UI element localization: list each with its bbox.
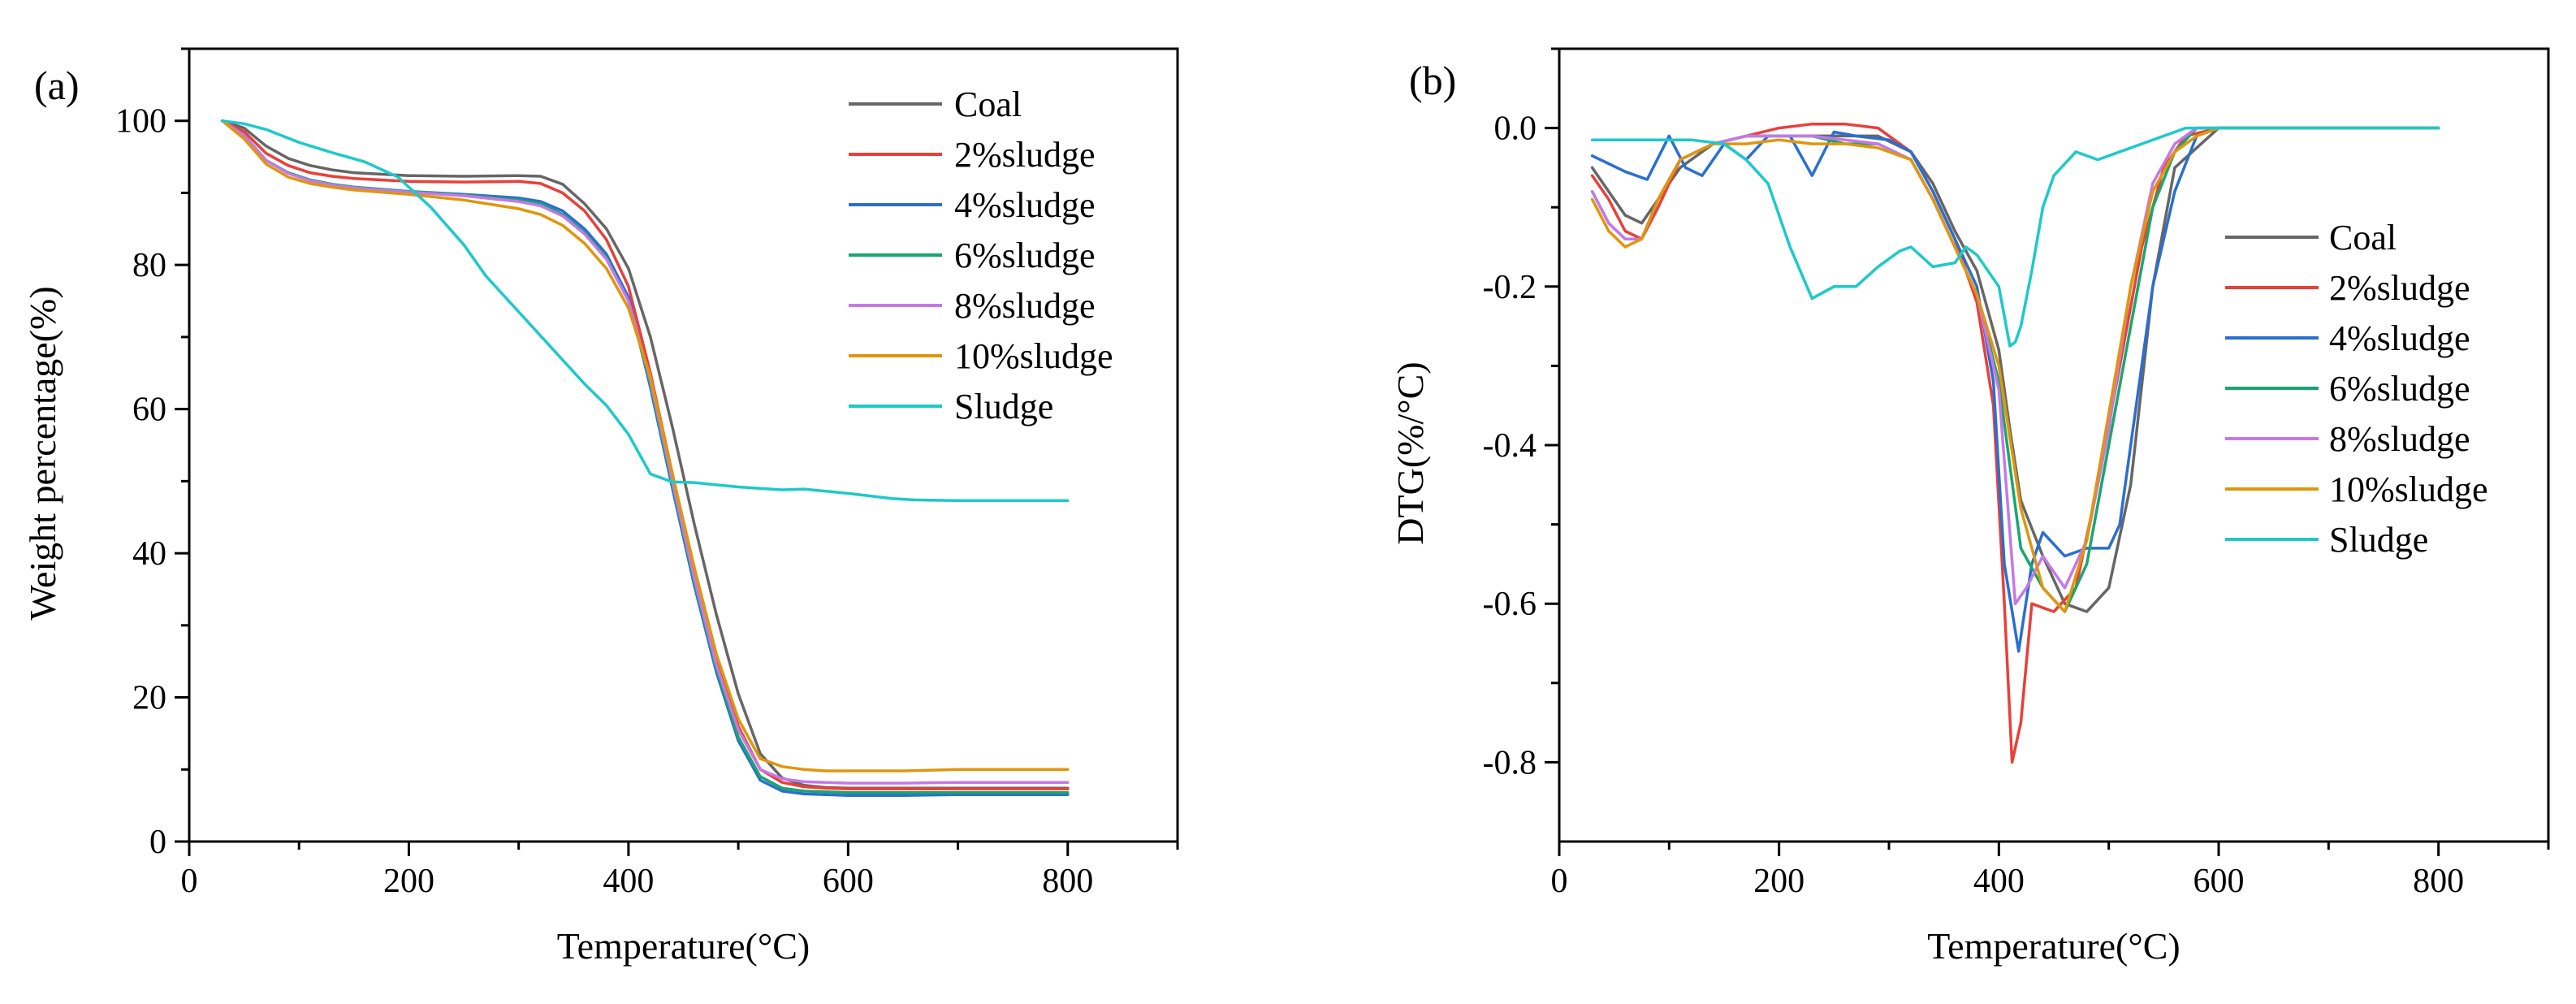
series-lines	[220, 119, 1070, 797]
legend-label: 2%sludge	[954, 135, 1096, 175]
legend-label: 6%sludge	[2329, 369, 2470, 409]
y-tick-label: 0	[149, 824, 166, 861]
legend-label: Coal	[954, 84, 1022, 124]
x-tick-label: 0	[1551, 863, 1568, 900]
legend-label: Coal	[2329, 218, 2397, 257]
y-axis-title: DTG(%/°C)	[1390, 361, 1431, 544]
x-axis-title: Temperature(°C)	[1927, 925, 2180, 967]
x-tick-label: 200	[383, 863, 434, 900]
series-line-8pctsludge	[220, 119, 1070, 785]
panel-label: (b)	[1409, 58, 1456, 103]
x-tick-label: 400	[603, 863, 654, 900]
legend-label: 4%sludge	[2329, 318, 2470, 358]
legend-label: Sludge	[954, 387, 1053, 426]
y-tick-label: -0.8	[1483, 744, 1537, 781]
panel-b-dtg-chart: 0 200 400 600 800 0.0 -0.2 -0.4 -0.6 -0.8 Temperat…	[1390, 47, 2550, 967]
y-tick-label: 20	[132, 680, 166, 717]
legend-label: 8%sludge	[954, 286, 1096, 326]
legend-label: Sludge	[2329, 520, 2428, 560]
y-tick-label: 40	[132, 535, 166, 573]
x-axis-title: Temperature(°C)	[557, 925, 810, 967]
series-line-4pctsludge	[1590, 126, 2440, 653]
y-tick-label: 100	[115, 103, 166, 141]
series-line-10pctsludge	[1590, 126, 2440, 613]
y-tick-label: 60	[132, 392, 166, 429]
y-tick-label: 0.0	[1494, 110, 1537, 148]
y-tick-label: 80	[132, 247, 166, 284]
x-tick-label: 200	[1753, 863, 1804, 900]
y-axis-title: Weight percentage(%)	[22, 286, 63, 620]
plot-frame	[188, 47, 1179, 843]
x-tick-label: 0	[181, 863, 198, 900]
series-line-10pctsludge	[220, 119, 1070, 772]
series-line-sludge	[220, 119, 1070, 503]
legend: Coal 2%sludge 4%sludge 6%sludge 8%sludge 10%s…	[2225, 218, 2488, 560]
x-tick-label: 800	[2413, 863, 2464, 900]
y-tick-label: -0.6	[1483, 586, 1537, 623]
x-tick-label: 400	[1973, 863, 2025, 900]
y-tick-label: -0.2	[1483, 269, 1537, 306]
legend-label: 6%sludge	[954, 236, 1096, 275]
series-line-sludge	[1590, 126, 2440, 348]
legend: Coal 2%sludge 4%sludge 6%sludge 8%sludge 10%s…	[849, 84, 1113, 426]
x-tick-label: 600	[823, 863, 874, 900]
x-tick-label: 800	[1042, 863, 1093, 900]
legend-label: 10%sludge	[2329, 470, 2488, 509]
panel-a-weight-chart: 0 200 400 600 800 0 20 40 60 80 100 Temperature(°C)…	[22, 47, 1179, 967]
legend-label: 10%sludge	[954, 336, 1113, 376]
x-tick-label: 600	[2193, 863, 2245, 900]
panel-label: (a)	[34, 63, 80, 108]
series-line-2pctsludge	[220, 119, 1070, 790]
legend-label: 8%sludge	[2329, 419, 2470, 459]
legend-label: 4%sludge	[954, 185, 1096, 225]
y-tick-label: -0.4	[1483, 427, 1537, 465]
legend-label: 2%sludge	[2329, 268, 2470, 308]
series-lines	[1590, 122, 2440, 764]
